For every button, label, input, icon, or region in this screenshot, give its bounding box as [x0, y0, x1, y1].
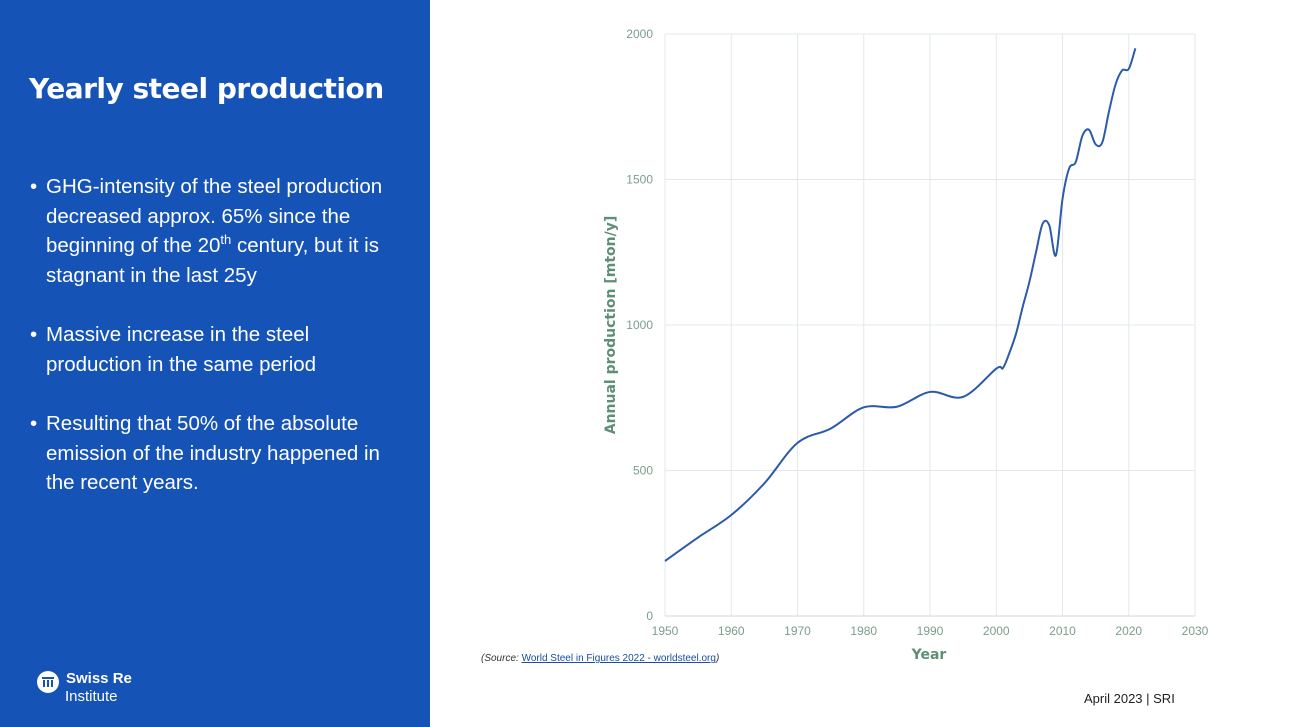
footer-date: April 2023 | SRI: [1084, 691, 1175, 706]
x-tick-label: 2020: [1115, 624, 1142, 638]
y-tick-label: 2000: [626, 27, 653, 41]
source-note: (Source: World Steel in Figures 2022 - w…: [481, 653, 719, 664]
x-tick-label: 1990: [917, 624, 944, 638]
logo-name: Swiss Re: [66, 670, 132, 687]
x-tick-label: 1950: [652, 624, 679, 638]
source-prefix: (Source:: [481, 653, 522, 664]
source-link[interactable]: World Steel in Figures 2022 - worldsteel…: [521, 653, 716, 664]
swiss-re-logo-icon: [37, 671, 59, 693]
production-line: [664, 47, 1137, 562]
slide-title: Yearly steel production: [29, 72, 384, 105]
swiss-re-logo: Swiss Re Institute: [37, 670, 132, 705]
bullet-text: GHG-intensity of the steel production de…: [46, 175, 383, 257]
left-panel: Yearly steel production GHG-intensity of…: [0, 0, 430, 727]
x-tick-label: 1960: [718, 624, 745, 638]
y-tick-label: 0: [646, 609, 653, 623]
logo-subtitle: Institute: [65, 688, 118, 705]
bullet-item: Resulting that 50% of the absolute emiss…: [30, 409, 390, 498]
y-tick-label: 500: [633, 464, 653, 478]
x-tick-label: 1970: [784, 624, 811, 638]
bullet-text: century, but it is stagnant in the last …: [46, 234, 379, 287]
x-tick-label: 2030: [1182, 624, 1209, 638]
x-tick-label: 2010: [1049, 624, 1076, 638]
x-tick-label: 2000: [983, 624, 1010, 638]
bullet-list: GHG-intensity of the steel production de…: [30, 172, 390, 528]
x-tick-label: 1980: [850, 624, 877, 638]
bullet-item: GHG-intensity of the steel production de…: [30, 172, 390, 290]
y-tick-label: 1000: [626, 318, 653, 332]
superscript: th: [220, 232, 232, 248]
y-tick-label: 1500: [626, 173, 653, 187]
y-axis-label: Annual production [mton/y]: [603, 216, 619, 435]
bullet-item: Massive increase in the steel production…: [30, 320, 390, 379]
source-suffix: ): [715, 653, 720, 664]
x-axis-label: Year: [911, 647, 947, 663]
